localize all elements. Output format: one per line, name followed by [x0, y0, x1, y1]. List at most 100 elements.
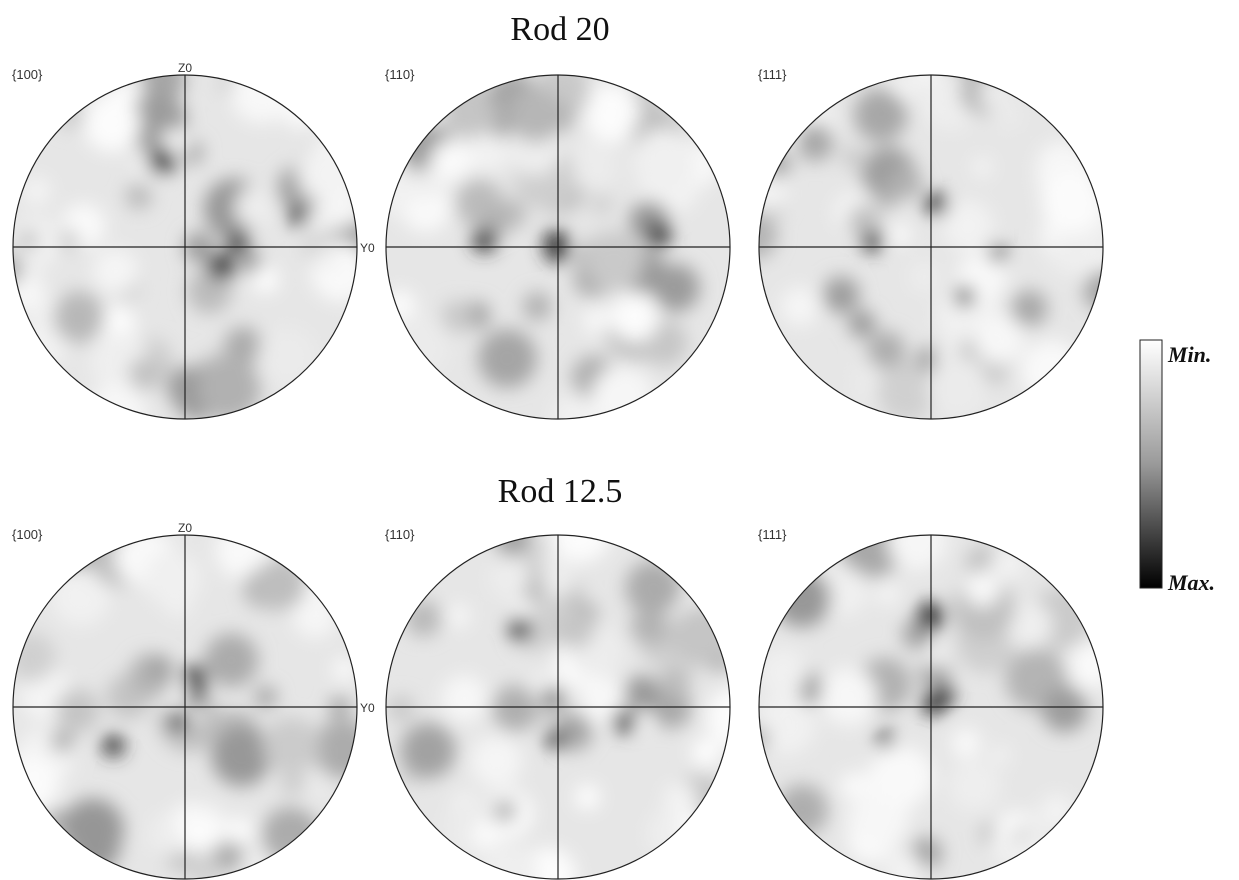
- colorbar-max: Max.: [1167, 570, 1215, 595]
- texture-blob: [652, 264, 700, 312]
- texture-peak: [288, 206, 308, 226]
- pole-figure: [386, 503, 767, 880]
- texture-blob: [58, 101, 86, 129]
- texture-peak: [168, 710, 189, 731]
- texture-peak: [956, 287, 974, 305]
- texture-blob: [745, 726, 768, 749]
- texture-blob: [551, 503, 610, 562]
- texture-peak: [187, 688, 206, 707]
- texture-blob: [442, 301, 474, 333]
- texture-blob: [234, 186, 276, 228]
- texture-blob: [523, 292, 552, 321]
- texture-blob: [197, 357, 261, 421]
- texture-blob: [990, 745, 1010, 765]
- texture-blob: [1040, 794, 1074, 828]
- texture-blob: [583, 307, 611, 335]
- texture-blob: [471, 736, 522, 787]
- texture-blob: [258, 327, 317, 386]
- figure: Min. Max. Rod 20{100}Z0Y0{110}{111}Rod 1…: [0, 0, 1239, 880]
- texture-blob: [144, 550, 202, 608]
- texture-blob: [974, 315, 1024, 365]
- texture-blob: [943, 201, 994, 252]
- pole-figure: [730, 58, 1127, 422]
- pole-figure: [0, 522, 373, 880]
- texture-blob: [492, 685, 538, 731]
- texture-blob: [255, 686, 277, 708]
- texture-blob: [773, 569, 831, 627]
- row-title: Rod 20: [510, 11, 609, 48]
- texture-blob: [182, 816, 218, 852]
- texture-blob: [472, 819, 501, 848]
- texture-blob: [730, 212, 778, 260]
- texture-blob: [93, 249, 138, 294]
- texture-peak: [862, 231, 883, 252]
- texture-peak: [472, 228, 496, 252]
- texture-peak: [546, 730, 565, 749]
- texture-blob: [478, 329, 537, 388]
- texture-blob: [489, 557, 531, 599]
- texture-peak: [933, 685, 954, 706]
- texture-peak: [227, 232, 249, 254]
- texture-blob: [313, 719, 373, 779]
- texture-blob: [585, 231, 645, 291]
- texture-blob: [430, 140, 472, 182]
- texture-blob: [1021, 340, 1082, 401]
- texture-blob: [263, 717, 320, 774]
- texture-blob: [388, 696, 414, 722]
- texture-blob: [51, 730, 72, 751]
- texture-peak: [647, 223, 671, 247]
- texture-blob: [150, 656, 172, 678]
- row-title: Rod 12.5: [498, 473, 623, 510]
- texture-blob: [400, 723, 455, 778]
- texture-blob: [53, 291, 105, 343]
- pole-label: {100}: [12, 67, 43, 82]
- texture-blob: [575, 785, 600, 810]
- texture-blob: [211, 726, 271, 786]
- page: {"rows": [ {"title": "Rod 20", "figures"…: [0, 0, 1239, 880]
- pole-label: {100}: [12, 527, 43, 542]
- texture-blob: [555, 609, 595, 649]
- texture-blob: [369, 168, 415, 214]
- texture-blob: [854, 88, 907, 141]
- texture-peak: [925, 193, 947, 215]
- texture-blob: [495, 521, 531, 557]
- texture-blob: [1011, 290, 1047, 326]
- texture-blob: [951, 728, 981, 758]
- texture-blob: [759, 648, 808, 697]
- texture-blob: [446, 604, 470, 628]
- texture-blob: [1083, 269, 1126, 312]
- texture-blob: [796, 123, 834, 161]
- texture-peak: [508, 617, 531, 640]
- pole-figure: [0, 57, 384, 442]
- texture-blob: [225, 817, 254, 846]
- texture-blob: [252, 266, 279, 293]
- texture-blob: [964, 570, 1000, 606]
- texture-blob: [584, 87, 640, 143]
- texture-peak: [208, 253, 235, 280]
- texture-blob: [842, 147, 863, 168]
- texture-blob: [927, 648, 948, 669]
- texture-blob: [509, 88, 563, 142]
- texture-blob: [126, 183, 152, 209]
- texture-peak: [613, 710, 636, 733]
- texture-blob: [441, 82, 497, 138]
- texture-blob: [441, 675, 487, 721]
- texture-blob: [780, 287, 819, 326]
- texture-blob: [6, 633, 55, 682]
- texture-blob: [592, 194, 612, 214]
- texture-blob: [1042, 687, 1087, 732]
- texture-blob: [611, 293, 659, 341]
- texture-blob: [635, 611, 668, 644]
- texture-blob: [990, 546, 1024, 580]
- axis-label: Y0: [360, 701, 375, 715]
- texture-blob: [777, 785, 828, 836]
- texture-blob: [873, 746, 933, 806]
- texture-peak: [877, 730, 893, 746]
- texture-peak: [184, 665, 207, 688]
- texture-blob: [0, 756, 59, 816]
- colorbar: [1140, 340, 1162, 588]
- texture-blob: [692, 738, 720, 766]
- pole-label: {111}: [758, 67, 787, 82]
- texture-peak: [148, 147, 175, 174]
- texture-blob: [625, 560, 681, 616]
